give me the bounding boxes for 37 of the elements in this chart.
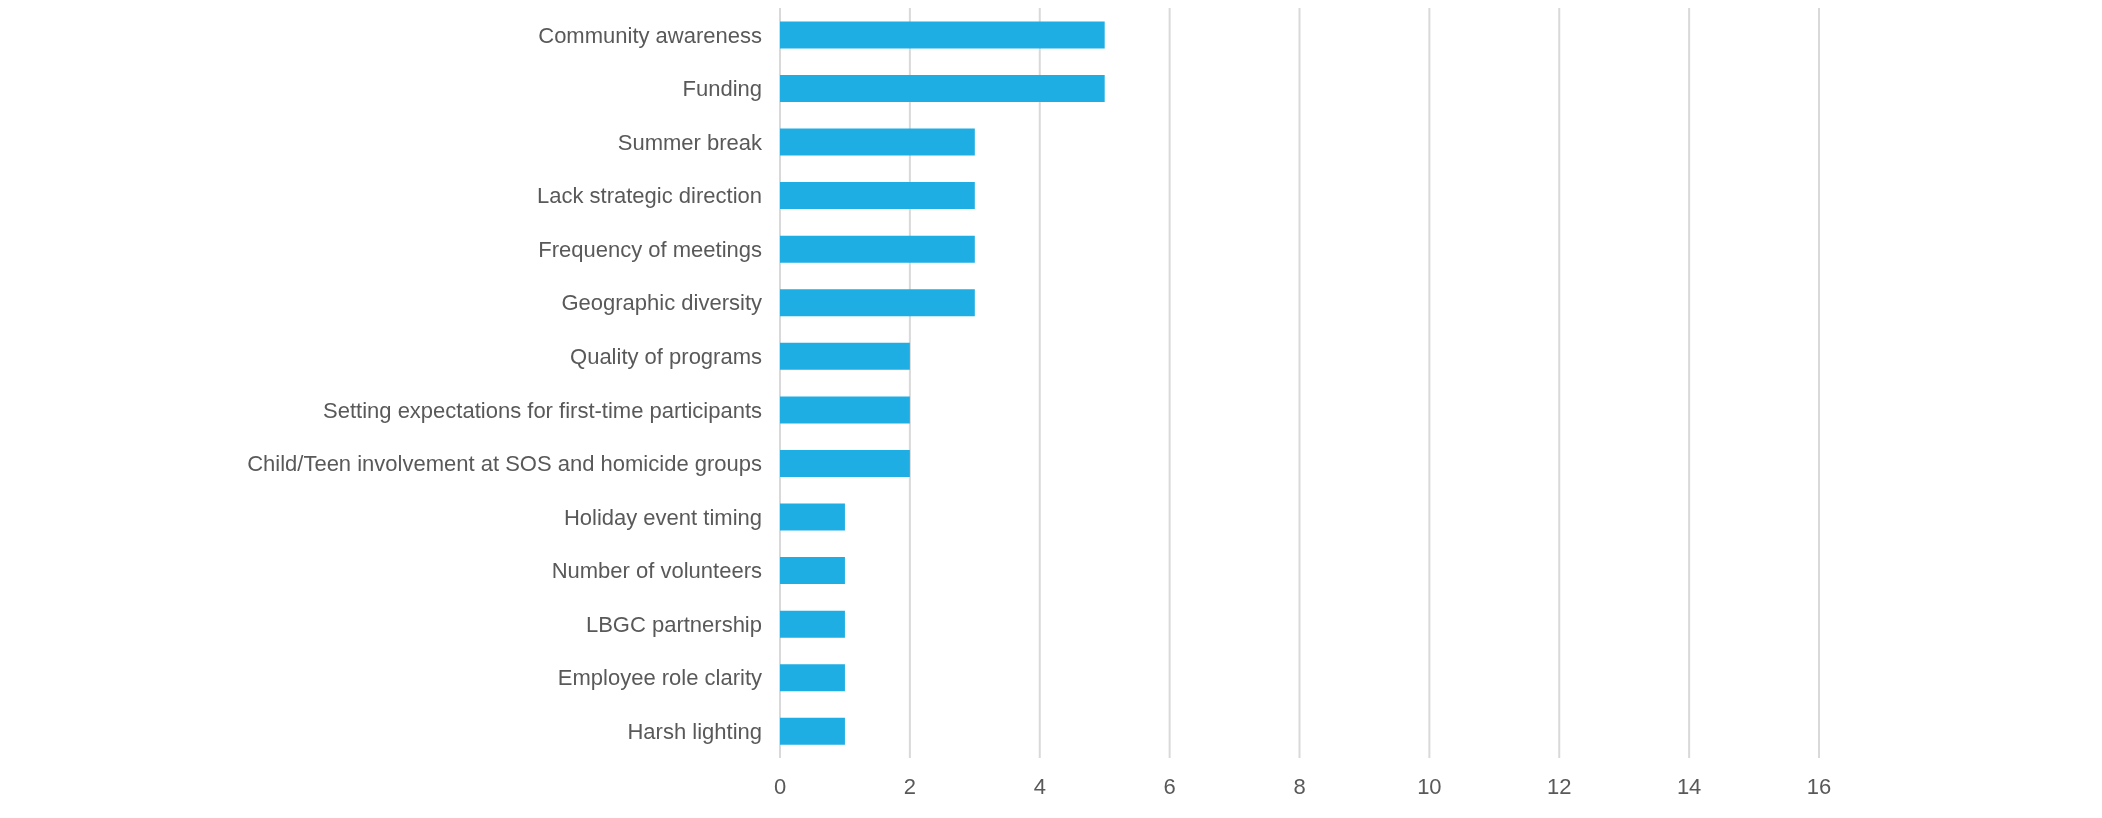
x-tick-label: 6 bbox=[1163, 773, 1176, 799]
y-tick-label: LBGC partnership bbox=[585, 611, 762, 637]
y-tick-label: Community awareness bbox=[538, 22, 762, 48]
bar bbox=[780, 128, 975, 156]
x-tick-label: 16 bbox=[1806, 773, 1832, 799]
bar bbox=[780, 74, 1105, 102]
x-tick-label: 8 bbox=[1293, 773, 1306, 799]
bar bbox=[780, 449, 910, 477]
bar bbox=[780, 396, 910, 424]
bar bbox=[780, 235, 975, 263]
y-tick-label: Setting expectations for first-time participants bbox=[323, 397, 762, 423]
bar bbox=[780, 557, 845, 585]
bar bbox=[780, 21, 1105, 49]
x-tick-label: 2 bbox=[903, 773, 916, 799]
x-tick-label: 14 bbox=[1676, 773, 1702, 799]
bar bbox=[780, 664, 845, 692]
bar bbox=[780, 503, 845, 531]
bar bbox=[780, 342, 910, 370]
bar bbox=[780, 610, 845, 638]
y-tick-label: Geographic diversity bbox=[561, 290, 762, 316]
x-tick-label: 0 bbox=[773, 773, 787, 799]
bar bbox=[780, 182, 975, 210]
y-tick-label: Harsh lighting bbox=[627, 719, 762, 745]
y-tick-label: Quality of programs bbox=[570, 344, 762, 370]
bar bbox=[780, 717, 845, 745]
bar bbox=[780, 289, 975, 317]
y-tick-label: Number of volunteers bbox=[551, 558, 762, 584]
x-tick-label: 10 bbox=[1417, 773, 1442, 799]
x-tick-label: 12 bbox=[1547, 773, 1572, 799]
y-tick-label: Holiday event timing bbox=[563, 504, 762, 530]
y-tick-label: Summer break bbox=[617, 129, 763, 155]
y-tick-label: Child/Teen involvement at SOS and homicide groups bbox=[247, 451, 762, 477]
y-tick-label: Frequency of meetings bbox=[538, 236, 762, 262]
y-tick-label: Funding bbox=[682, 76, 762, 102]
y-tick-label: Employee role clarity bbox=[557, 665, 762, 691]
x-tick-label: 4 bbox=[1033, 773, 1046, 799]
y-tick-label: Lack strategic direction bbox=[537, 183, 762, 209]
